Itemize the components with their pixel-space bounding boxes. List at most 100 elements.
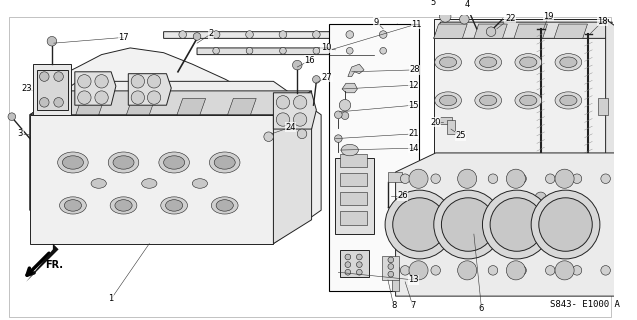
Circle shape — [388, 257, 394, 263]
Ellipse shape — [520, 95, 537, 106]
Bar — [340, 211, 367, 225]
Circle shape — [440, 11, 451, 22]
Circle shape — [294, 96, 307, 109]
Text: 7: 7 — [410, 301, 415, 310]
Text: 11: 11 — [412, 20, 422, 28]
Polygon shape — [436, 19, 606, 172]
Ellipse shape — [141, 179, 157, 188]
Bar — [598, 98, 608, 115]
Circle shape — [147, 75, 161, 88]
Bar — [382, 256, 399, 280]
Text: 19: 19 — [543, 12, 554, 21]
Circle shape — [457, 261, 476, 280]
Circle shape — [39, 72, 49, 81]
Text: S843- E1000 A: S843- E1000 A — [550, 300, 620, 308]
Text: 28: 28 — [410, 65, 420, 74]
Circle shape — [313, 31, 320, 38]
Polygon shape — [76, 99, 104, 115]
Circle shape — [459, 174, 469, 183]
Polygon shape — [514, 24, 547, 38]
Circle shape — [78, 75, 91, 88]
Circle shape — [334, 111, 342, 119]
Circle shape — [459, 266, 469, 275]
Circle shape — [193, 33, 201, 40]
Circle shape — [276, 96, 290, 109]
Polygon shape — [20, 244, 59, 282]
Ellipse shape — [515, 92, 541, 109]
Text: 2: 2 — [209, 29, 214, 38]
Polygon shape — [128, 74, 171, 105]
Circle shape — [345, 262, 351, 268]
Circle shape — [531, 190, 600, 259]
Circle shape — [555, 169, 574, 188]
Text: 17: 17 — [118, 33, 129, 42]
Ellipse shape — [164, 156, 185, 169]
Circle shape — [441, 198, 495, 251]
Ellipse shape — [110, 197, 137, 214]
Polygon shape — [37, 70, 68, 110]
Ellipse shape — [108, 152, 139, 173]
Polygon shape — [227, 99, 256, 115]
Circle shape — [347, 47, 353, 54]
Polygon shape — [474, 24, 507, 38]
Text: FR.: FR. — [45, 260, 63, 270]
Bar — [340, 192, 367, 205]
Circle shape — [345, 269, 351, 275]
Text: 24: 24 — [285, 123, 296, 132]
Polygon shape — [59, 48, 273, 175]
Circle shape — [78, 91, 91, 104]
Ellipse shape — [159, 152, 189, 173]
Circle shape — [409, 169, 428, 188]
Circle shape — [393, 198, 446, 251]
Circle shape — [385, 190, 454, 259]
Circle shape — [179, 31, 187, 38]
Text: 16: 16 — [304, 56, 315, 65]
Ellipse shape — [440, 95, 457, 106]
Circle shape — [583, 204, 594, 215]
Polygon shape — [392, 268, 399, 292]
Bar — [340, 154, 367, 167]
Circle shape — [401, 174, 410, 183]
Polygon shape — [606, 19, 615, 169]
Circle shape — [431, 174, 440, 183]
Circle shape — [8, 113, 16, 120]
Polygon shape — [273, 93, 317, 129]
Circle shape — [246, 47, 253, 54]
Circle shape — [457, 169, 476, 188]
Circle shape — [39, 98, 49, 107]
Ellipse shape — [434, 54, 461, 71]
Ellipse shape — [192, 179, 208, 188]
Circle shape — [401, 266, 410, 275]
Text: 9: 9 — [374, 18, 379, 27]
Text: 22: 22 — [505, 14, 515, 23]
Circle shape — [601, 266, 610, 275]
Circle shape — [47, 36, 57, 46]
Ellipse shape — [555, 92, 582, 109]
Circle shape — [346, 31, 354, 38]
Circle shape — [434, 190, 503, 259]
Circle shape — [506, 261, 526, 280]
Polygon shape — [434, 24, 467, 38]
Polygon shape — [164, 24, 397, 38]
Ellipse shape — [113, 156, 134, 169]
Text: 10: 10 — [320, 44, 331, 52]
Polygon shape — [33, 64, 71, 115]
Ellipse shape — [57, 152, 88, 173]
Circle shape — [95, 75, 108, 88]
Circle shape — [517, 174, 526, 183]
Circle shape — [506, 169, 526, 188]
Polygon shape — [30, 91, 311, 115]
Circle shape — [488, 174, 497, 183]
Ellipse shape — [341, 144, 359, 156]
Ellipse shape — [560, 95, 577, 106]
Text: 20: 20 — [431, 118, 441, 127]
Circle shape — [276, 113, 290, 126]
Ellipse shape — [211, 197, 238, 214]
Circle shape — [131, 75, 145, 88]
Circle shape — [539, 198, 592, 251]
Circle shape — [334, 135, 342, 142]
Circle shape — [545, 266, 555, 275]
Polygon shape — [348, 64, 364, 76]
Text: 14: 14 — [408, 144, 419, 153]
Ellipse shape — [475, 92, 501, 109]
